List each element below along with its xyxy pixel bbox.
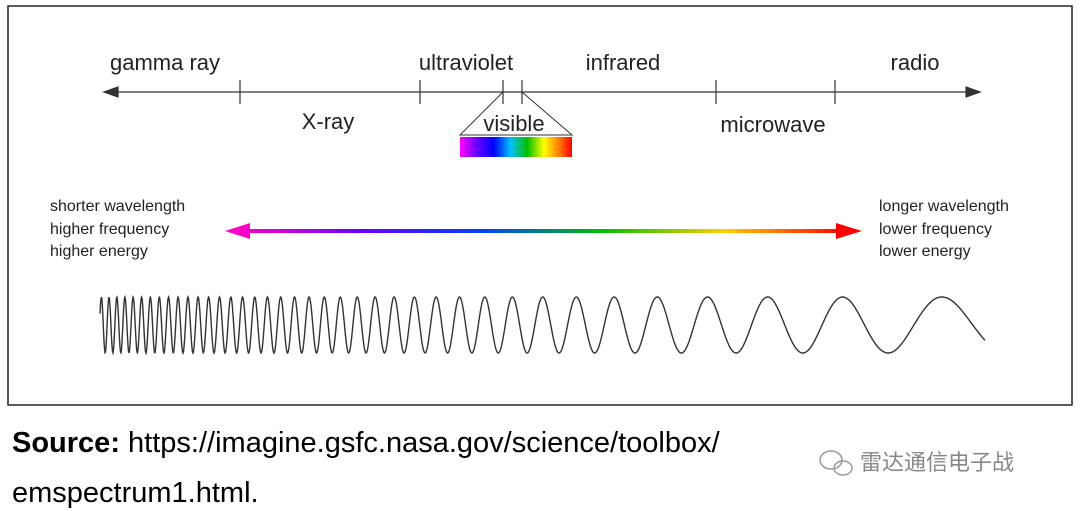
band-label: radio — [891, 50, 940, 75]
right-note: lower energy — [879, 243, 971, 260]
source-url: https://imagine.gsfc.nasa.gov/science/to… — [128, 427, 721, 459]
band-label: microwave — [720, 112, 825, 137]
left-note: higher energy — [50, 243, 148, 260]
wave — [99, 294, 986, 356]
band-label: infrared — [586, 50, 661, 75]
band-label: gamma ray — [110, 50, 220, 75]
band-label: ultraviolet — [419, 50, 513, 75]
right-note: longer wavelength — [879, 198, 1009, 215]
band-label: visible — [483, 111, 544, 136]
source-label: Source: — [12, 427, 120, 459]
left-note: shorter wavelength — [50, 198, 185, 215]
left-note: higher frequency — [50, 221, 169, 238]
gradient-arrow — [225, 223, 862, 239]
right-note: lower frequency — [879, 221, 992, 238]
visible-spectrum — [460, 137, 572, 157]
watermark: 雷达通信电子战 — [860, 450, 1014, 475]
watermark-icon — [819, 450, 853, 476]
source: Source: https://imagine.gsfc.nasa.gov/sc… — [12, 427, 721, 459]
band-label: X-ray — [302, 109, 355, 134]
spectrum-axis — [102, 80, 982, 136]
source-url: emspectrum1.html. — [12, 477, 259, 509]
